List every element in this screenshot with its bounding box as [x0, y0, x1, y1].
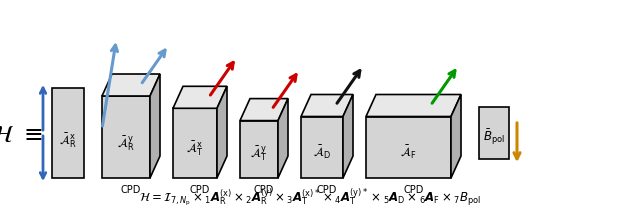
- Text: CPD: CPD: [404, 185, 423, 195]
- Polygon shape: [278, 98, 288, 178]
- Polygon shape: [301, 116, 343, 178]
- Text: CPD: CPD: [121, 185, 141, 195]
- Text: $\bar{B}_\mathrm{pol}$: $\bar{B}_\mathrm{pol}$: [483, 127, 505, 147]
- Polygon shape: [343, 95, 353, 178]
- Polygon shape: [366, 95, 461, 116]
- Text: $\mathcal{H} = \mathcal{I}_{7,N_\mathrm{p}} \times_1 \boldsymbol{A}^{(\mathrm{x}: $\mathcal{H} = \mathcal{I}_{7,N_\mathrm{…: [139, 187, 480, 208]
- Polygon shape: [102, 74, 160, 96]
- Polygon shape: [150, 74, 160, 178]
- Polygon shape: [301, 95, 353, 116]
- Polygon shape: [479, 107, 509, 159]
- Text: CPD: CPD: [254, 185, 274, 195]
- Polygon shape: [240, 98, 288, 121]
- Polygon shape: [173, 108, 217, 178]
- Text: $\bar{\mathcal{A}}_\mathrm{F}$: $\bar{\mathcal{A}}_\mathrm{F}$: [400, 143, 417, 161]
- Polygon shape: [52, 88, 84, 178]
- Text: CPD: CPD: [317, 185, 337, 195]
- Polygon shape: [451, 95, 461, 178]
- Polygon shape: [366, 116, 451, 178]
- Text: $\mathcal{H}\ \equiv$: $\mathcal{H}\ \equiv$: [0, 123, 43, 147]
- Polygon shape: [102, 96, 150, 178]
- Text: $\bar{\mathcal{A}}^\mathrm{x}_\mathrm{T}$: $\bar{\mathcal{A}}^\mathrm{x}_\mathrm{T}…: [186, 139, 204, 158]
- Polygon shape: [240, 121, 278, 178]
- Text: $\bar{\mathcal{A}}^\mathrm{x}_\mathrm{R}$: $\bar{\mathcal{A}}^\mathrm{x}_\mathrm{R}…: [59, 131, 77, 150]
- Text: $\bar{\mathcal{A}}^\mathrm{y}_\mathrm{R}$: $\bar{\mathcal{A}}^\mathrm{y}_\mathrm{R}…: [117, 134, 135, 153]
- Text: $\bar{\mathcal{A}}_\mathrm{D}$: $\bar{\mathcal{A}}_\mathrm{D}$: [313, 143, 331, 161]
- Polygon shape: [173, 86, 227, 108]
- Text: $\bar{\mathcal{A}}^\mathrm{y}_\mathrm{T}$: $\bar{\mathcal{A}}^\mathrm{y}_\mathrm{T}…: [251, 145, 267, 163]
- Polygon shape: [217, 86, 227, 178]
- Text: CPD: CPD: [190, 185, 210, 195]
